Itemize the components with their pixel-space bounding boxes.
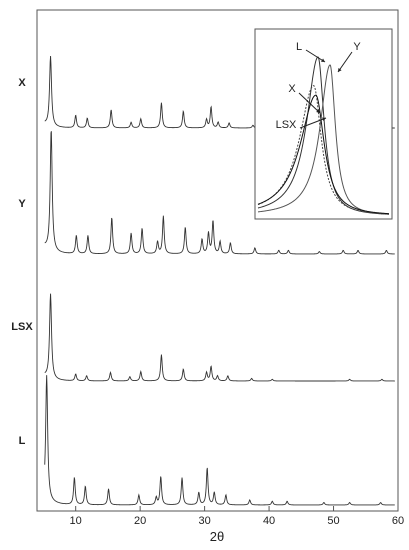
inset-trace-lsx	[257, 94, 390, 215]
inset-label-lsx: LSX	[276, 119, 297, 131]
series-trace-lsx	[44, 293, 395, 382]
inset-arrow-lsx	[299, 117, 327, 129]
series-label-y: Y	[18, 198, 26, 210]
inset-arrowhead-l	[321, 58, 325, 62]
inset-arrowhead-lsx	[322, 117, 326, 122]
x-tick-label-2: 30	[198, 515, 210, 527]
inset-label-y: Y	[353, 41, 361, 53]
series-label-l: L	[19, 435, 26, 447]
inset-arrowhead-y	[338, 68, 342, 72]
x-tick-label-4: 50	[327, 515, 339, 527]
series-label-lsx: LSX	[11, 321, 33, 333]
x-tick-label-1: 20	[134, 515, 146, 527]
series-trace-y	[44, 131, 395, 255]
x-tick-label-3: 40	[263, 515, 275, 527]
inset-label-x: X	[288, 83, 296, 95]
inset-arrowhead-x	[316, 109, 320, 113]
inset-arrow-l	[305, 49, 326, 63]
x-axis-title: 2θ	[210, 529, 224, 544]
plot-frame	[36, 9, 399, 512]
inset-arrow-x	[298, 92, 321, 114]
inset-layer: L Y X LSX	[257, 41, 390, 215]
inset-label-l: L	[296, 41, 302, 53]
x-tick-label-5: 60	[392, 515, 404, 527]
series-trace-l	[44, 375, 395, 506]
inset-arrow-y	[337, 51, 353, 73]
inset-trace-x	[257, 85, 390, 215]
series-label-x: X	[18, 77, 26, 89]
x-tick-label-0: 10	[70, 515, 82, 527]
x-axis: 10 20 30 40 50 60	[70, 506, 404, 527]
